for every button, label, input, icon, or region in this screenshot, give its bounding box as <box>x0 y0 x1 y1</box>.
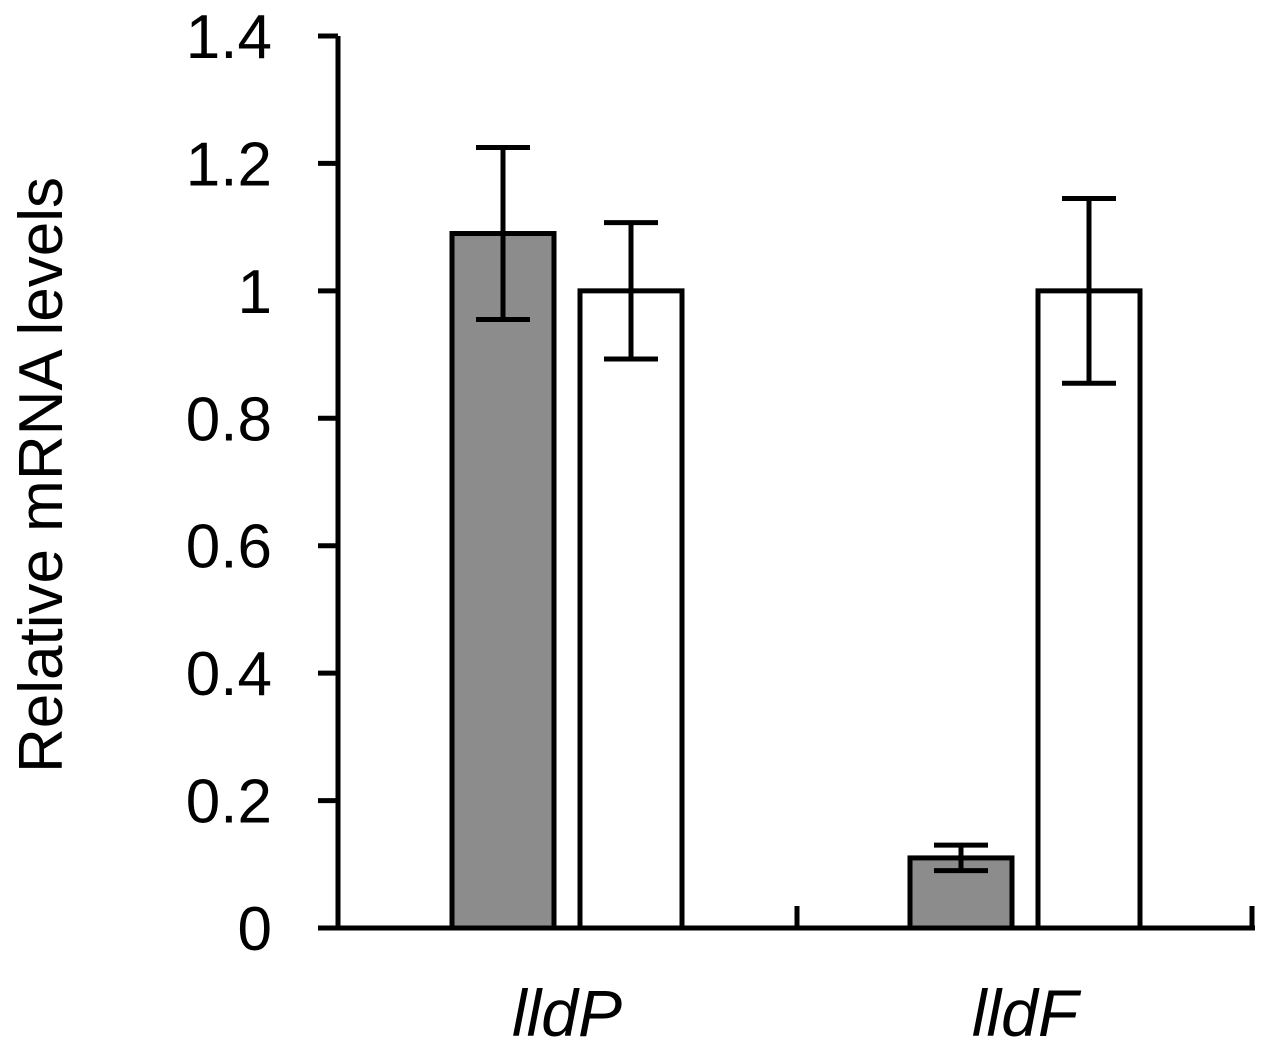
y-axis-title: Relative mRNA levels <box>7 177 76 773</box>
plot-area: lldP lldF 0 0.2 0.4 0.6 0.8 1 1.2 1.4 <box>186 3 1255 1047</box>
bar-lldP-series-2 <box>577 288 685 931</box>
x-tick-label-lldF: lldF <box>972 976 1082 1047</box>
y-tick-label-6: 1.2 <box>186 130 272 199</box>
y-tick-label-4: 0.8 <box>186 385 272 454</box>
y-tick-label-5: 1 <box>238 258 272 327</box>
bar-lldF-series-2 <box>1035 288 1143 931</box>
x-tick-label-lldP: lldP <box>512 976 622 1047</box>
y-tick-label-3: 0.6 <box>186 513 272 582</box>
y-tick-label-7: 1.4 <box>186 3 272 72</box>
y-tick-label-2: 0.4 <box>186 640 272 709</box>
y-tick-label-1: 0.2 <box>186 768 272 837</box>
bar-lldP-series-1 <box>449 231 557 931</box>
y-tick-label-0: 0 <box>238 895 272 964</box>
